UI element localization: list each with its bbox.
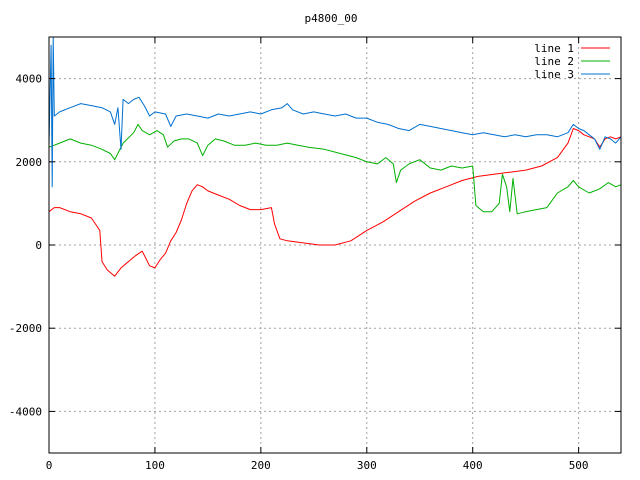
x-tick-label: 100 (145, 459, 165, 472)
y-tick-label: 2000 (16, 156, 43, 169)
series-line-line-1 (48, 128, 622, 277)
chart-title: p4800_00 (305, 12, 358, 25)
x-tick-label: 500 (569, 459, 589, 472)
legend-label: line 1 (534, 42, 574, 55)
series-lines (48, 36, 622, 277)
y-tick-label: -2000 (9, 322, 42, 335)
x-tick-label: 0 (46, 459, 53, 472)
y-tick-label: 4000 (16, 73, 43, 86)
y-tick-label: 0 (35, 239, 42, 252)
y-tick-label: -4000 (9, 405, 42, 418)
x-tick-label: 300 (357, 459, 377, 472)
grid-lines (49, 37, 621, 453)
x-tick-label: 400 (463, 459, 483, 472)
series-line-line-2 (48, 123, 622, 215)
series-line-line-3 (48, 36, 622, 188)
axis-ticks: 0 100 200 300 400 500 -4000 -2000 0 2000 4000 (9, 37, 621, 472)
legend-label: line 3 (534, 68, 574, 81)
legend-label: line 2 (534, 55, 574, 68)
x-tick-label: 200 (251, 459, 271, 472)
